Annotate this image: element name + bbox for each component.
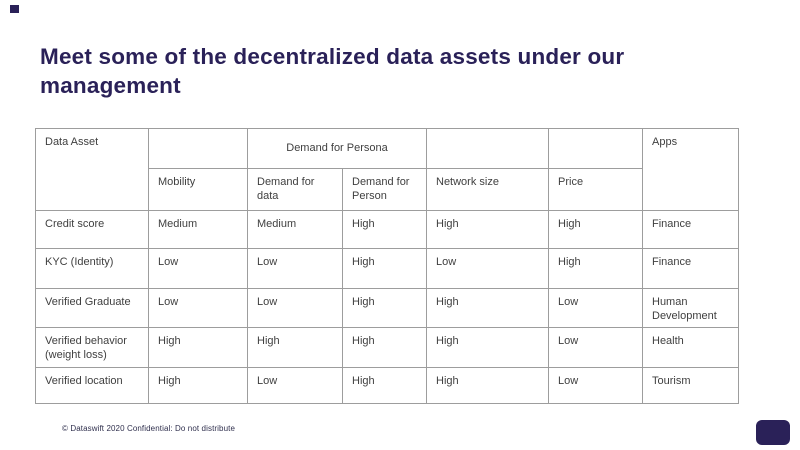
page-title-line-2: management [40, 73, 181, 98]
top-left-logo-mark-icon [10, 5, 19, 13]
cell-value: High [342, 288, 427, 328]
cell-value: High [548, 210, 643, 249]
table-row: Credit score Medium Medium High High Hig… [35, 210, 739, 249]
header-empty-cell [426, 128, 549, 169]
cell-value: Low [548, 288, 643, 328]
col-header-data-asset: Data Asset [35, 128, 149, 211]
header-empty-cell [148, 128, 248, 169]
cell-value: Human Development [642, 288, 739, 328]
table-row: Verified behavior (weight loss) High Hig… [35, 327, 739, 368]
cell-value: Low [247, 288, 343, 328]
col-header-network-size: Network size [426, 168, 549, 211]
cell-value: Low [548, 367, 643, 404]
cell-value: High [548, 248, 643, 289]
cell-value: High [342, 367, 427, 404]
cell-value: High [426, 288, 549, 328]
cell-value: High [342, 210, 427, 249]
cell-value: Finance [642, 248, 739, 289]
page-title: Meet some of the decentralized data asse… [40, 42, 750, 100]
cell-value: High [426, 327, 549, 368]
cell-value: Low [247, 248, 343, 289]
col-header-price: Price [548, 168, 643, 211]
cell-value: High [342, 327, 427, 368]
header-row-1: Data Asset Demand for Persona Apps [35, 128, 739, 211]
col-header-demand-for-person: Demand for Person [342, 168, 427, 211]
header-row-2: Mobility Demand for data Demand for Pers… [36, 168, 739, 211]
cell-value: High [148, 327, 248, 368]
cell-value: Tourism [642, 367, 739, 404]
cell-value: High [342, 248, 427, 289]
cell-value: Medium [247, 210, 343, 249]
cell-value: High [247, 327, 343, 368]
cell-asset-name: Verified Graduate [35, 288, 149, 328]
cell-value: Low [426, 248, 549, 289]
cell-asset-name: KYC (Identity) [35, 248, 149, 289]
col-group-header-demand-for-persona: Demand for Persona [247, 128, 427, 169]
cell-value: Health [642, 327, 739, 368]
cell-asset-name: Verified behavior (weight loss) [35, 327, 149, 368]
col-header-apps: Apps [642, 128, 739, 211]
cell-value: High [426, 367, 549, 404]
cell-value: Low [548, 327, 643, 368]
header-empty-cell [548, 128, 643, 169]
bottom-right-logo-icon [756, 420, 790, 445]
cell-value: Low [247, 367, 343, 404]
table-row: Verified location High Low High High Low… [35, 367, 739, 404]
table-row: Verified Graduate Low Low High High Low … [35, 288, 739, 328]
cell-value: High [148, 367, 248, 404]
cell-value: Low [148, 248, 248, 289]
col-header-mobility: Mobility [148, 168, 248, 211]
col-header-demand-for-data: Demand for data [247, 168, 343, 211]
page-title-line-1: Meet some of the decentralized data asse… [40, 44, 625, 69]
confidentiality-footer: © Dataswift 2020 Confidential: Do not di… [62, 424, 236, 433]
cell-asset-name: Credit score [35, 210, 149, 249]
cell-value: Finance [642, 210, 739, 249]
cell-asset-name: Verified location [35, 367, 149, 404]
cell-value: Low [148, 288, 248, 328]
table-row: KYC (Identity) Low Low High Low High Fin… [35, 248, 739, 289]
cell-value: High [426, 210, 549, 249]
cell-value: Medium [148, 210, 248, 249]
data-assets-table: Data Asset Demand for Persona Apps Mobil… [35, 128, 739, 404]
